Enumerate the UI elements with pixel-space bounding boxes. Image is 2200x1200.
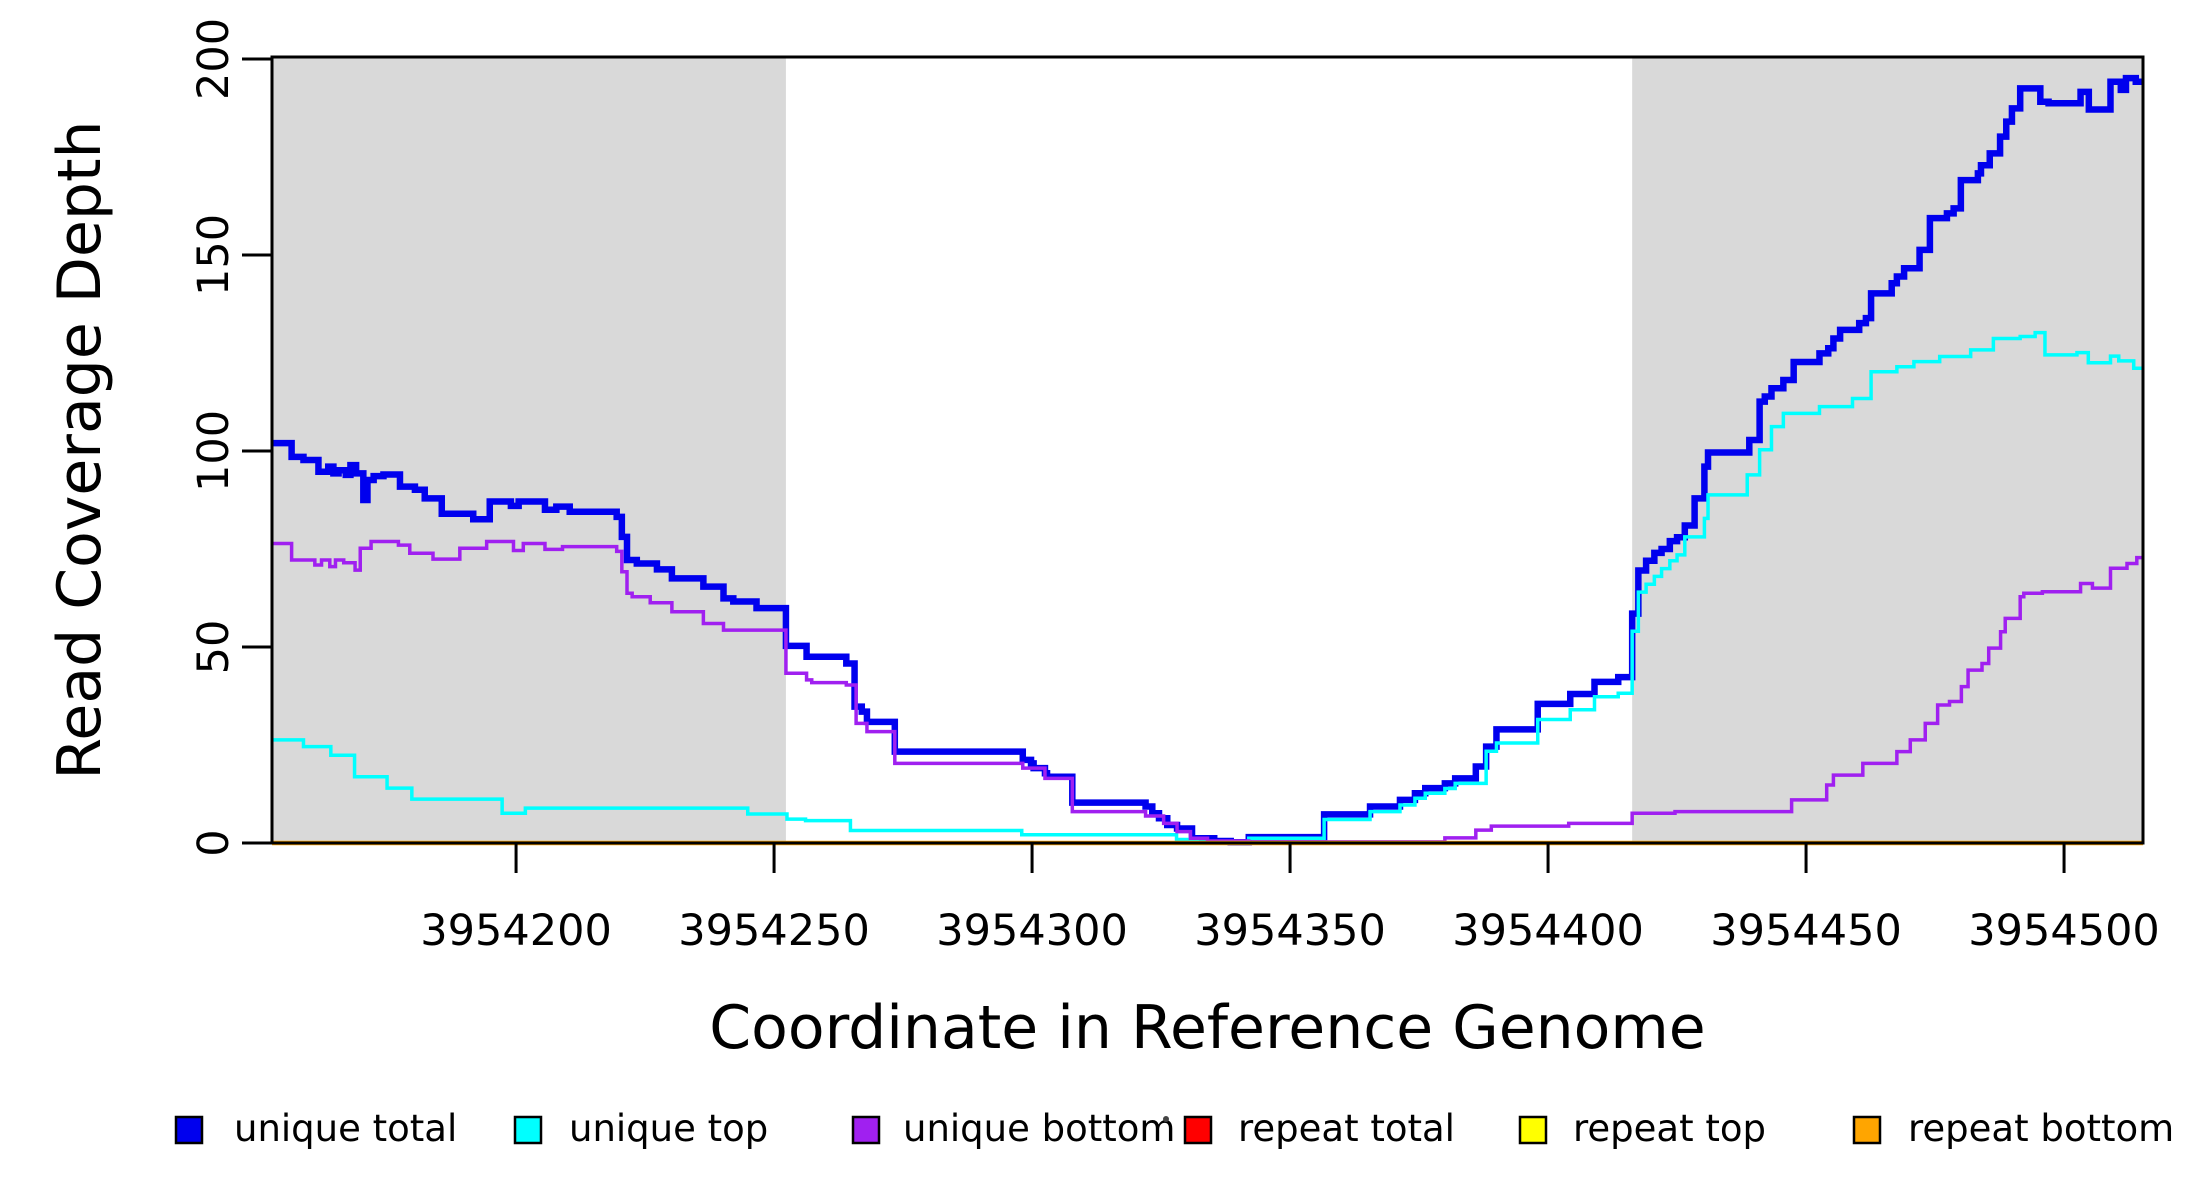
legend-swatch-unique-total bbox=[174, 1115, 204, 1145]
series-unique-bottom bbox=[272, 539, 2143, 844]
y-tick-label: 50 bbox=[189, 620, 239, 675]
legend-label-repeat-bottom: repeat bottom bbox=[1908, 1107, 2174, 1150]
legend-swatch-repeat-top bbox=[1518, 1115, 1548, 1145]
y-tick-label: 100 bbox=[189, 410, 239, 492]
legend-label-unique-top: unique top bbox=[569, 1107, 768, 1150]
x-tick-label: 3954450 bbox=[1710, 906, 1902, 956]
legend-label-unique-bottom: unique bottom bbox=[903, 1107, 1175, 1150]
legend-swatch-repeat-bottom bbox=[1852, 1115, 1882, 1145]
y-tick-label: 150 bbox=[189, 214, 239, 296]
x-tick-label: 3954500 bbox=[1968, 906, 2160, 956]
x-tick-label: 3954250 bbox=[678, 906, 870, 956]
legend-label-repeat-top: repeat top bbox=[1573, 1107, 1766, 1150]
series-unique-top bbox=[272, 330, 2143, 844]
x-tick-label: 3954200 bbox=[420, 906, 612, 956]
x-tick-label: 3954300 bbox=[936, 906, 1128, 956]
x-tick-label: 3954350 bbox=[1194, 906, 1386, 956]
y-axis-title: Read Coverage Depth bbox=[45, 120, 115, 779]
series-unique-total bbox=[272, 74, 2143, 846]
stray-dot bbox=[1163, 1116, 1169, 1122]
legend-swatch-unique-bottom bbox=[851, 1115, 881, 1145]
x-axis-title: Coordinate in Reference Genome bbox=[709, 993, 1705, 1063]
y-tick-label: 200 bbox=[189, 18, 239, 100]
left-unique-region bbox=[272, 57, 786, 843]
legend-swatch-unique-top bbox=[513, 1115, 543, 1145]
legend-label-repeat-total: repeat total bbox=[1238, 1107, 1455, 1150]
legend-label-unique-total: unique total bbox=[234, 1107, 457, 1150]
y-tick-label: 0 bbox=[189, 829, 239, 856]
legend-swatch-repeat-total bbox=[1183, 1115, 1213, 1145]
x-tick-label: 3954400 bbox=[1452, 906, 1644, 956]
